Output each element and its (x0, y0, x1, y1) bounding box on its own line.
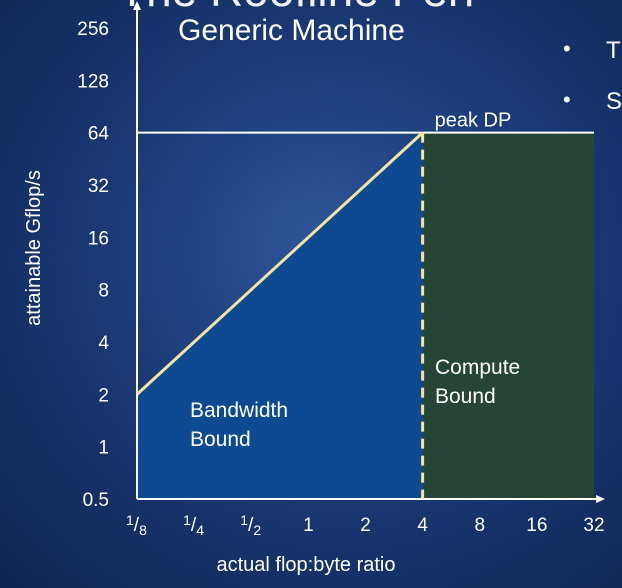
x-tick-label: 8 (474, 515, 485, 536)
bullet-dot: • (563, 36, 571, 61)
x-tick-label: 16 (526, 515, 547, 536)
bullet-dot: • (563, 87, 571, 112)
y-tick-label: 0.5 (83, 490, 109, 511)
compute-bound-label: Compute Bound (435, 356, 526, 408)
compute-label-line: Compute (435, 356, 520, 379)
y-tick-label: 128 (77, 71, 109, 92)
y-tick-label: 64 (88, 124, 110, 145)
y-tick-labels: 0.5 1 2 4 8 16 32 64 128 256 (77, 19, 109, 511)
x-tick-label: 1/8 (126, 512, 147, 538)
y-tick-label: 8 (98, 281, 109, 302)
peak-dp-label: peak DP (435, 110, 512, 132)
x-tick-denominator: 4 (196, 522, 204, 538)
x-tick-denominator: 8 (139, 522, 147, 538)
y-tick-label: 2 (98, 385, 109, 406)
x-tick-slash: / (248, 515, 254, 536)
regions (137, 132, 594, 499)
bullet-text: S (606, 88, 622, 115)
x-tick-labels: 1/81/41/2 1 2 4 8 16 32 (126, 512, 605, 538)
chart-title: Generic Machine (178, 14, 405, 47)
x-axis-arrow (596, 495, 605, 503)
x-tick-denominator: 2 (253, 522, 261, 538)
x-tick-numerator: 1 (126, 512, 134, 528)
y-axis-arrow (133, 1, 141, 10)
compute-bound-region (422, 132, 594, 499)
slide-bullets: • T • S (563, 36, 622, 115)
bandwidth-roofline (135, 131, 424, 396)
bandwidth-label-line: Bandwidth (190, 399, 288, 422)
x-tick-label: 1/4 (183, 512, 204, 538)
y-tick-label: 32 (88, 176, 109, 197)
bandwidth-label-line: Bound (190, 428, 251, 451)
y-tick-label: 256 (77, 19, 109, 40)
y-axis-title: attainable Gflop/s (23, 170, 45, 326)
x-tick-slash: / (134, 515, 140, 536)
x-tick-label: 4 (417, 515, 428, 536)
x-tick-label: 32 (583, 515, 604, 536)
x-tick-label: 1 (303, 515, 314, 536)
x-tick-label: 1/2 (240, 512, 261, 538)
compute-label-line: Bound (435, 385, 496, 408)
x-tick-label: 2 (360, 515, 371, 536)
y-tick-label: 16 (88, 228, 109, 249)
bullet-text: T (606, 37, 621, 64)
x-axis-title: actual flop:byte ratio (217, 554, 396, 576)
slide-title-fragment: The Roofline Perf (118, 0, 476, 16)
x-tick-numerator: 1 (240, 512, 248, 528)
bandwidth-bound-label: Bandwidth Bound (190, 399, 294, 451)
y-tick-label: 4 (98, 333, 109, 354)
bandwidth-bound-region (137, 132, 423, 499)
axes (133, 1, 605, 503)
y-tick-label: 1 (98, 438, 109, 459)
x-tick-slash: / (191, 515, 197, 536)
x-tick-numerator: 1 (183, 512, 191, 528)
